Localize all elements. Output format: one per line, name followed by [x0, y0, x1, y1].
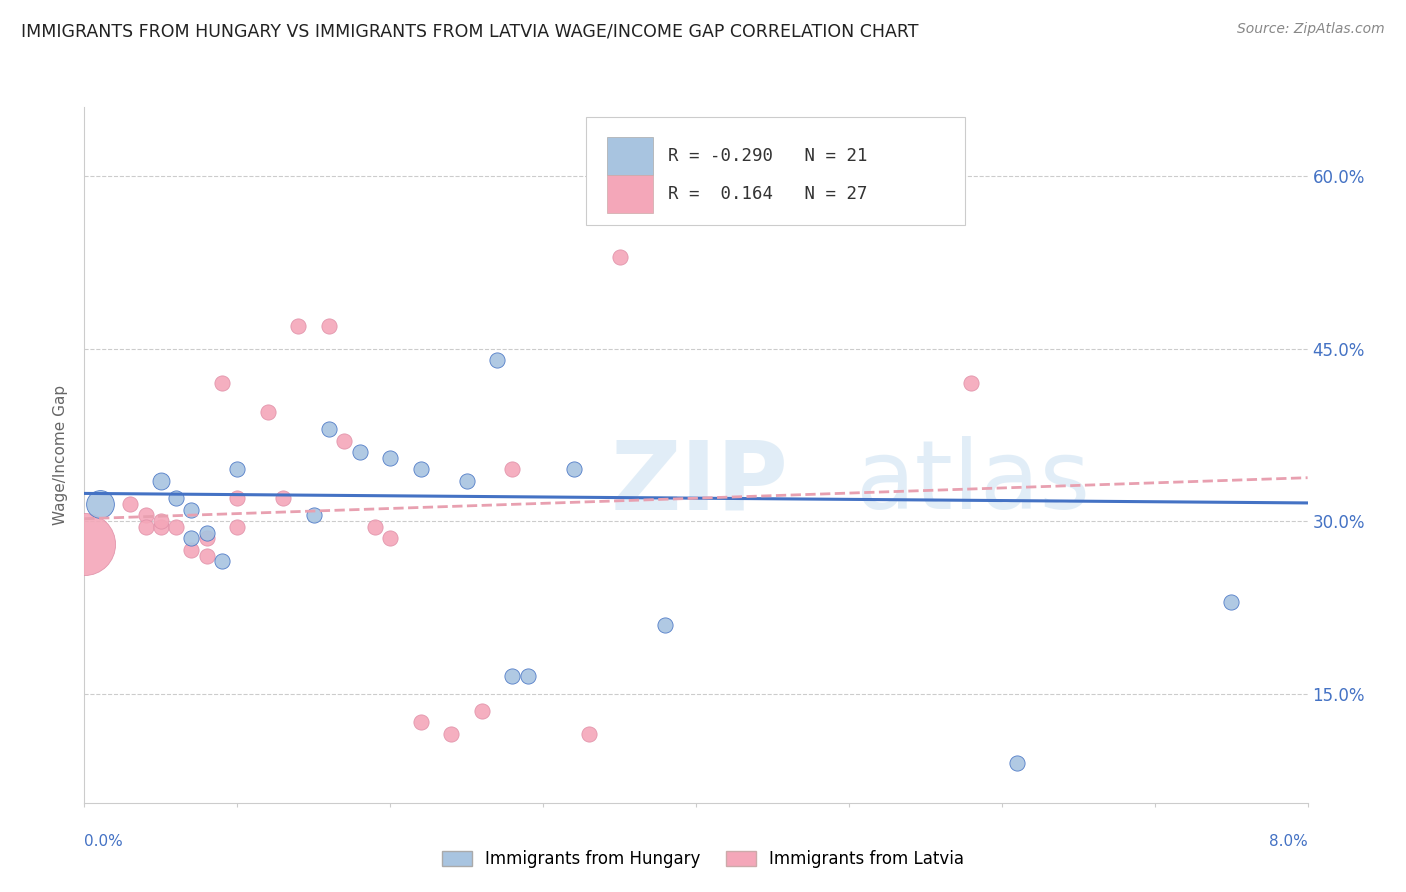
Point — [135, 520, 157, 534]
Point — [180, 531, 202, 545]
Point — [502, 669, 524, 683]
Legend: Immigrants from Hungary, Immigrants from Latvia: Immigrants from Hungary, Immigrants from… — [436, 844, 970, 875]
Point — [578, 727, 600, 741]
Point — [1220, 594, 1243, 608]
Point — [562, 462, 585, 476]
Point — [333, 434, 356, 448]
Point — [120, 497, 142, 511]
Point — [609, 250, 631, 264]
Point — [440, 727, 463, 741]
Point — [516, 669, 538, 683]
Text: ZIP: ZIP — [610, 436, 789, 529]
Y-axis label: Wage/Income Gap: Wage/Income Gap — [53, 384, 69, 525]
Point — [318, 422, 340, 436]
FancyBboxPatch shape — [606, 136, 654, 175]
Point — [271, 491, 294, 505]
Text: 0.0%: 0.0% — [84, 834, 124, 849]
Point — [1005, 756, 1028, 770]
Point — [409, 462, 432, 476]
Point — [195, 525, 218, 540]
Point — [960, 376, 983, 390]
Point — [409, 715, 432, 730]
Point — [211, 554, 233, 568]
Point — [380, 450, 402, 465]
Point — [471, 704, 494, 718]
Point — [165, 520, 187, 534]
Point — [823, 160, 845, 174]
Point — [149, 520, 172, 534]
Point — [149, 474, 172, 488]
Text: R =  0.164   N = 27: R = 0.164 N = 27 — [668, 185, 868, 203]
Point — [211, 376, 233, 390]
Point — [486, 353, 509, 368]
FancyBboxPatch shape — [586, 118, 965, 226]
Point — [302, 508, 325, 523]
Point — [149, 514, 172, 528]
Text: Source: ZipAtlas.com: Source: ZipAtlas.com — [1237, 22, 1385, 37]
Point — [226, 520, 249, 534]
Point — [226, 491, 249, 505]
Point — [73, 537, 96, 551]
Point — [195, 531, 218, 545]
Point — [257, 405, 280, 419]
Point — [165, 491, 187, 505]
Point — [135, 508, 157, 523]
Point — [89, 497, 111, 511]
FancyBboxPatch shape — [606, 175, 654, 213]
Text: atlas: atlas — [855, 436, 1090, 529]
Point — [226, 462, 249, 476]
Point — [318, 318, 340, 333]
Point — [456, 474, 478, 488]
Point — [364, 520, 387, 534]
Point — [380, 531, 402, 545]
Point — [654, 617, 676, 632]
Point — [195, 549, 218, 563]
Point — [180, 502, 202, 516]
Text: IMMIGRANTS FROM HUNGARY VS IMMIGRANTS FROM LATVIA WAGE/INCOME GAP CORRELATION CH: IMMIGRANTS FROM HUNGARY VS IMMIGRANTS FR… — [21, 22, 918, 40]
Point — [807, 172, 830, 186]
Point — [287, 318, 309, 333]
Point — [180, 542, 202, 557]
Point — [349, 445, 371, 459]
Point — [502, 462, 524, 476]
Text: R = -0.290   N = 21: R = -0.290 N = 21 — [668, 147, 868, 165]
Text: 8.0%: 8.0% — [1268, 834, 1308, 849]
